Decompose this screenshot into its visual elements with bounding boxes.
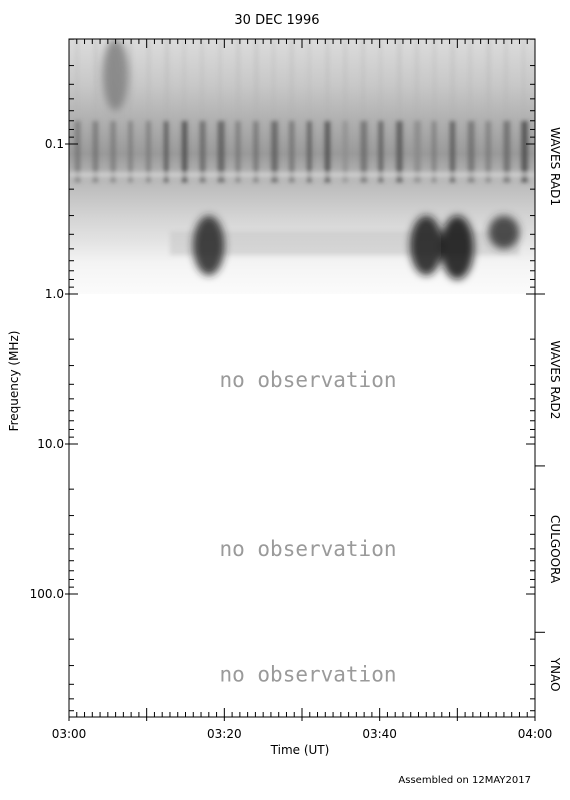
streak-mark xyxy=(271,120,278,183)
y-axis-label: Frequency (MHz) xyxy=(7,331,21,432)
streak-mark xyxy=(147,39,151,121)
streak-mark xyxy=(129,39,132,121)
streak-mark xyxy=(128,120,133,183)
streak-mark xyxy=(324,120,331,183)
streak-mark xyxy=(360,120,368,183)
streak-mark xyxy=(325,39,330,121)
streak-mark xyxy=(503,120,511,183)
streak-mark xyxy=(397,39,402,121)
streak-mark xyxy=(92,120,99,183)
streak-mark xyxy=(217,120,225,183)
streak-mark xyxy=(236,39,241,121)
x-tick-label: 03:20 xyxy=(207,727,242,741)
burst-mark xyxy=(488,215,520,249)
band-label: CULGOORA xyxy=(548,515,562,584)
streak-mark xyxy=(450,39,455,121)
x-tick-label: 03:40 xyxy=(362,727,397,741)
streak-mark xyxy=(432,120,437,183)
streak-mark xyxy=(449,120,456,183)
burst-mark xyxy=(193,215,225,276)
streak-mark xyxy=(199,120,206,183)
y-tick-label: 100.0 xyxy=(30,587,64,601)
streak-mark xyxy=(343,39,347,121)
axis-ticks xyxy=(65,38,545,721)
y-tick-labels: 0.1 1.0 10.0 100.0 xyxy=(30,137,64,601)
streak-mark xyxy=(253,120,259,183)
streak-mark xyxy=(361,39,365,121)
band-label: YNAO xyxy=(548,657,562,692)
no-observation-labels: no observation no observation no observati… xyxy=(219,368,396,687)
streak-mark xyxy=(164,120,169,183)
y-tick-label: 0.1 xyxy=(45,137,64,151)
streak-mark xyxy=(165,39,170,121)
streak-mark xyxy=(235,120,241,183)
y-tick-label: 1.0 xyxy=(45,287,64,301)
streak-mark xyxy=(433,39,436,121)
burst-mark xyxy=(410,215,443,276)
streak-mark xyxy=(254,39,259,121)
streak-mark xyxy=(414,120,421,183)
streak-mark xyxy=(342,120,348,183)
streak-mark xyxy=(290,39,294,121)
streak-mark xyxy=(181,120,188,183)
streak-mark xyxy=(93,39,98,121)
x-tick-label: 03:00 xyxy=(52,727,87,741)
streak-mark xyxy=(200,39,204,121)
no-observation-label: no observation xyxy=(219,663,396,687)
streak-mark xyxy=(272,39,275,121)
streak-mark xyxy=(504,39,508,121)
rad1-spectrogram xyxy=(69,39,535,294)
streak-mark xyxy=(468,39,472,121)
x-axis-label: Time (UT) xyxy=(270,743,330,757)
streak-mark xyxy=(522,39,525,121)
streak-mark xyxy=(182,39,186,121)
burst-mark xyxy=(102,39,129,111)
streak-mark xyxy=(485,120,491,183)
streak-mark xyxy=(74,120,81,183)
rad1-bursts xyxy=(102,39,520,280)
y-tick-label: 10.0 xyxy=(37,437,64,451)
assembled-date-footer: Assembled on 12MAY2017 xyxy=(398,775,531,786)
streak-mark xyxy=(396,120,403,183)
streak-mark xyxy=(306,120,312,183)
instrument-band-labels: WAVES RAD1 WAVES RAD2 CULGOORA YNAO xyxy=(548,127,562,691)
no-observation-label: no observation xyxy=(219,368,396,392)
streak-mark xyxy=(110,120,116,183)
band-artifact xyxy=(69,172,535,177)
streak-mark xyxy=(379,39,382,121)
x-tick-label: 04:00 xyxy=(518,727,553,741)
streak-mark xyxy=(415,39,419,121)
streak-mark xyxy=(467,120,475,183)
streak-mark xyxy=(218,39,222,121)
streak-mark xyxy=(289,120,295,183)
streak-mark xyxy=(307,39,311,121)
band-label: WAVES RAD1 xyxy=(548,127,562,206)
x-tick-labels: 03:00 03:20 03:40 04:00 xyxy=(52,727,553,741)
streak-mark xyxy=(75,39,79,121)
streak-mark xyxy=(146,120,151,183)
chart-title: 30 DEC 1996 xyxy=(234,13,319,28)
no-observation-label: no observation xyxy=(219,537,396,561)
streak-mark xyxy=(486,39,491,121)
streak-mark xyxy=(521,120,528,183)
burst-mark xyxy=(440,215,474,280)
band-label: WAVES RAD2 xyxy=(548,341,562,420)
streak-mark xyxy=(378,120,384,183)
